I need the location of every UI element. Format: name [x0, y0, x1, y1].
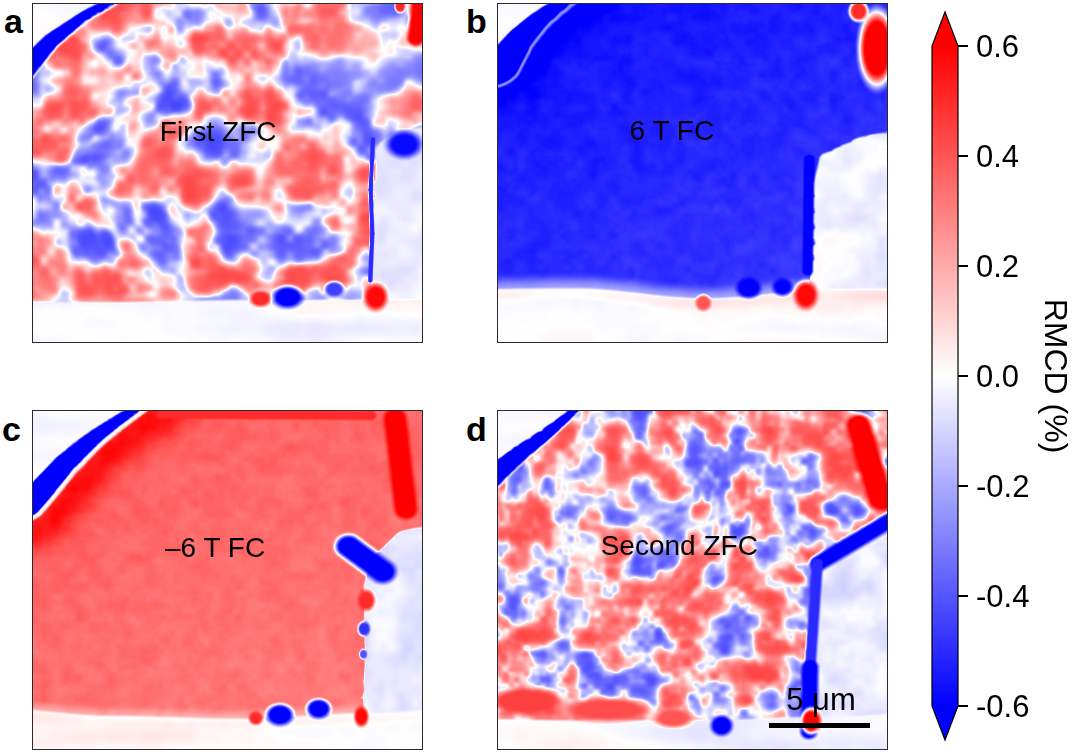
colorbar-tick-label: 0.0	[976, 361, 1019, 392]
colorbar-tick-label: 0.4	[976, 141, 1019, 172]
colorbar-ticks	[958, 46, 968, 706]
colorbar-tick-label: -0.2	[976, 471, 1029, 502]
colorbar	[0, 0, 1080, 752]
figure: a b c d First ZFC 6 T FC –6 T FC Second …	[0, 0, 1080, 752]
colorbar-tick-label: 0.2	[976, 251, 1019, 282]
colorbar-tick-label: 0.6	[976, 31, 1019, 62]
colorbar-bar	[932, 12, 958, 740]
colorbar-tick-label: -0.4	[976, 581, 1029, 612]
colorbar-tick-label: -0.6	[976, 691, 1029, 722]
colorbar-axis-label: RMCD (%)	[1040, 299, 1072, 454]
